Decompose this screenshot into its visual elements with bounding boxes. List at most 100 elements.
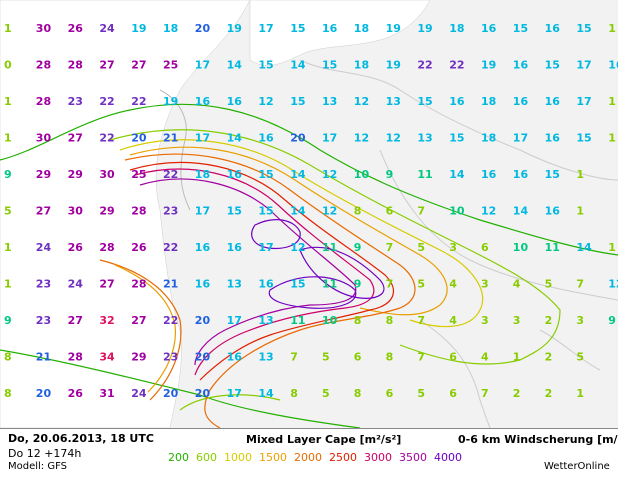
wind-value: 22: [449, 59, 464, 72]
wind-value: 25: [131, 168, 146, 181]
wind-value: 26: [131, 241, 147, 254]
wind-value: 7: [386, 241, 394, 254]
wind-value: 5: [4, 205, 12, 218]
wind-value: 26: [68, 22, 84, 35]
wind-value: 16: [195, 95, 211, 108]
wind-value: 9: [354, 278, 362, 291]
wind-value: 13: [417, 132, 432, 145]
wind-value: 21: [163, 278, 178, 291]
wind-value: 27: [131, 314, 146, 327]
wind-value: 14: [290, 168, 306, 181]
wind-value: 2: [545, 351, 553, 364]
wind-value: 17: [258, 241, 273, 254]
wind-value: 3: [449, 241, 457, 254]
wind-value: 7: [576, 278, 584, 291]
wind-value: 27: [131, 59, 146, 72]
wind-value: 28: [36, 59, 51, 72]
wind-value: 6: [481, 241, 489, 254]
wind-value: 16: [227, 241, 243, 254]
wind-value: 28: [68, 351, 83, 364]
wind-value: 9: [354, 241, 362, 254]
wind-value: 11: [290, 314, 305, 327]
wind-value: 30: [36, 22, 52, 35]
date-label: Do, 20.06.2013, 18 UTC: [8, 432, 154, 445]
wind-value: 15: [290, 22, 305, 35]
wind-value: 22: [163, 314, 178, 327]
wind-value: 5: [417, 241, 425, 254]
wind-value: 24: [68, 278, 84, 291]
wind-value: 12: [608, 278, 618, 291]
coastline-2: [299, 59, 618, 181]
wind-value: 17: [576, 95, 591, 108]
wind-value: 20: [290, 132, 306, 145]
wind-value: 16: [545, 132, 561, 145]
contour-3500: [139, 178, 357, 366]
wind-value: 20: [131, 132, 147, 145]
wind-value: 7: [417, 205, 425, 218]
wind-value: 12: [481, 205, 496, 218]
wind-value: 5: [545, 278, 553, 291]
wind-value: 7: [386, 278, 394, 291]
cape-contours: [0, 103, 618, 429]
wind-value: 17: [322, 132, 337, 145]
wind-value: 16: [258, 132, 274, 145]
model-label: Modell: GFS: [8, 461, 68, 472]
wind-value: 18: [354, 59, 369, 72]
wind-value: 19: [227, 22, 242, 35]
wind-value: 17: [195, 205, 210, 218]
wind-value: 12: [354, 95, 369, 108]
wind-value: 15: [227, 205, 242, 218]
forecast-label: Do 12 +174h: [8, 447, 82, 460]
wind-value: 16: [258, 278, 274, 291]
wind-value: 16: [608, 59, 618, 72]
wind-value: 5: [417, 387, 425, 400]
wind-value: 6: [449, 387, 457, 400]
wind-value: 6: [354, 351, 362, 364]
contour-1500: [129, 146, 448, 316]
wind-value: 20: [195, 351, 211, 364]
wind-value: 7: [417, 314, 425, 327]
wind-value: 26: [68, 241, 84, 254]
shear-title: 0-6 km Windscherung [m/s]: [458, 433, 618, 446]
wind-value: 22: [417, 59, 432, 72]
wind-value: 28: [68, 59, 83, 72]
wind-value: 22: [99, 95, 114, 108]
wind-value: 7: [481, 387, 489, 400]
wind-value: 1: [608, 22, 616, 35]
wind-value: 19: [163, 95, 178, 108]
sea-north: [249, 0, 431, 66]
wind-value: 1: [576, 205, 584, 218]
wind-value: 22: [163, 168, 178, 181]
wind-value: 24: [131, 387, 147, 400]
wind-value: 12: [258, 95, 273, 108]
wind-value: 14: [227, 132, 243, 145]
wind-value: 16: [449, 95, 465, 108]
wind-value: 0: [4, 59, 12, 72]
border-3: [539, 329, 601, 371]
wind-value: 16: [227, 351, 243, 364]
wind-value: 13: [322, 95, 337, 108]
contour-west-2: [114, 264, 177, 393]
wind-value: 6: [386, 387, 394, 400]
wind-value: 6: [449, 351, 457, 364]
wind-value: 16: [545, 205, 561, 218]
wind-value: 17: [513, 132, 528, 145]
wind-value: 32: [99, 314, 114, 327]
wind-value: 20: [163, 387, 179, 400]
wind-value: 4: [449, 278, 457, 291]
wind-value: 3: [513, 314, 521, 327]
wind-value: 12: [322, 168, 337, 181]
wind-value: 2: [545, 314, 553, 327]
wind-value: 17: [576, 59, 591, 72]
wind-value: 15: [258, 59, 273, 72]
wind-value: 21: [163, 132, 178, 145]
wind-value: 24: [99, 22, 115, 35]
wind-shear-values: 1 30 26 24 19 18 20 19 17 15 16 18 19 19 18 16 15 16 15 10 2…: [4, 22, 618, 400]
wind-value: 8: [386, 351, 394, 364]
wind-value: 1: [576, 168, 584, 181]
wind-value: 29: [131, 351, 146, 364]
wind-value: 8: [386, 314, 394, 327]
wind-value: 30: [68, 205, 84, 218]
sea-area: [0, 0, 251, 429]
wind-value: 16: [195, 278, 211, 291]
